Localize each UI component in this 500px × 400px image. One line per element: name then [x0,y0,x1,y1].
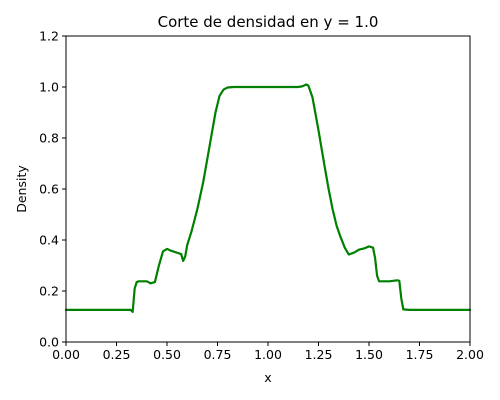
x-axis-label: x [264,370,271,385]
x-tick-label: 0.75 [204,347,232,362]
y-tick-label: 1.0 [39,80,59,95]
x-tick-label: 1.25 [305,347,333,362]
y-tick-label: 0.0 [39,335,59,350]
x-tick-label: 1.00 [254,347,282,362]
x-tick-label: 0.50 [153,347,181,362]
x-tick-label: 0.25 [103,347,131,362]
y-tick-label: 0.2 [39,284,59,299]
x-tick-label: 1.75 [406,347,434,362]
x-tick-label: 1.50 [355,347,383,362]
plot-area: 0.00 0.25 0.50 0.75 1.00 1.25 1.50 1.75 2.00 0.0 0… [39,29,484,363]
y-tick-label: 0.8 [39,131,59,146]
y-axis-label: Density [14,165,29,213]
series-line-density [64,83,472,314]
x-tick-label: 2.00 [456,347,484,362]
y-tick-label: 0.4 [39,233,59,248]
y-tick-label: 0.6 [39,182,59,197]
chart-title: Corte de densidad en y = 1.0 [158,13,379,31]
y-tick-label: 1.2 [39,29,59,44]
x-tick-label: 0.00 [52,347,80,362]
